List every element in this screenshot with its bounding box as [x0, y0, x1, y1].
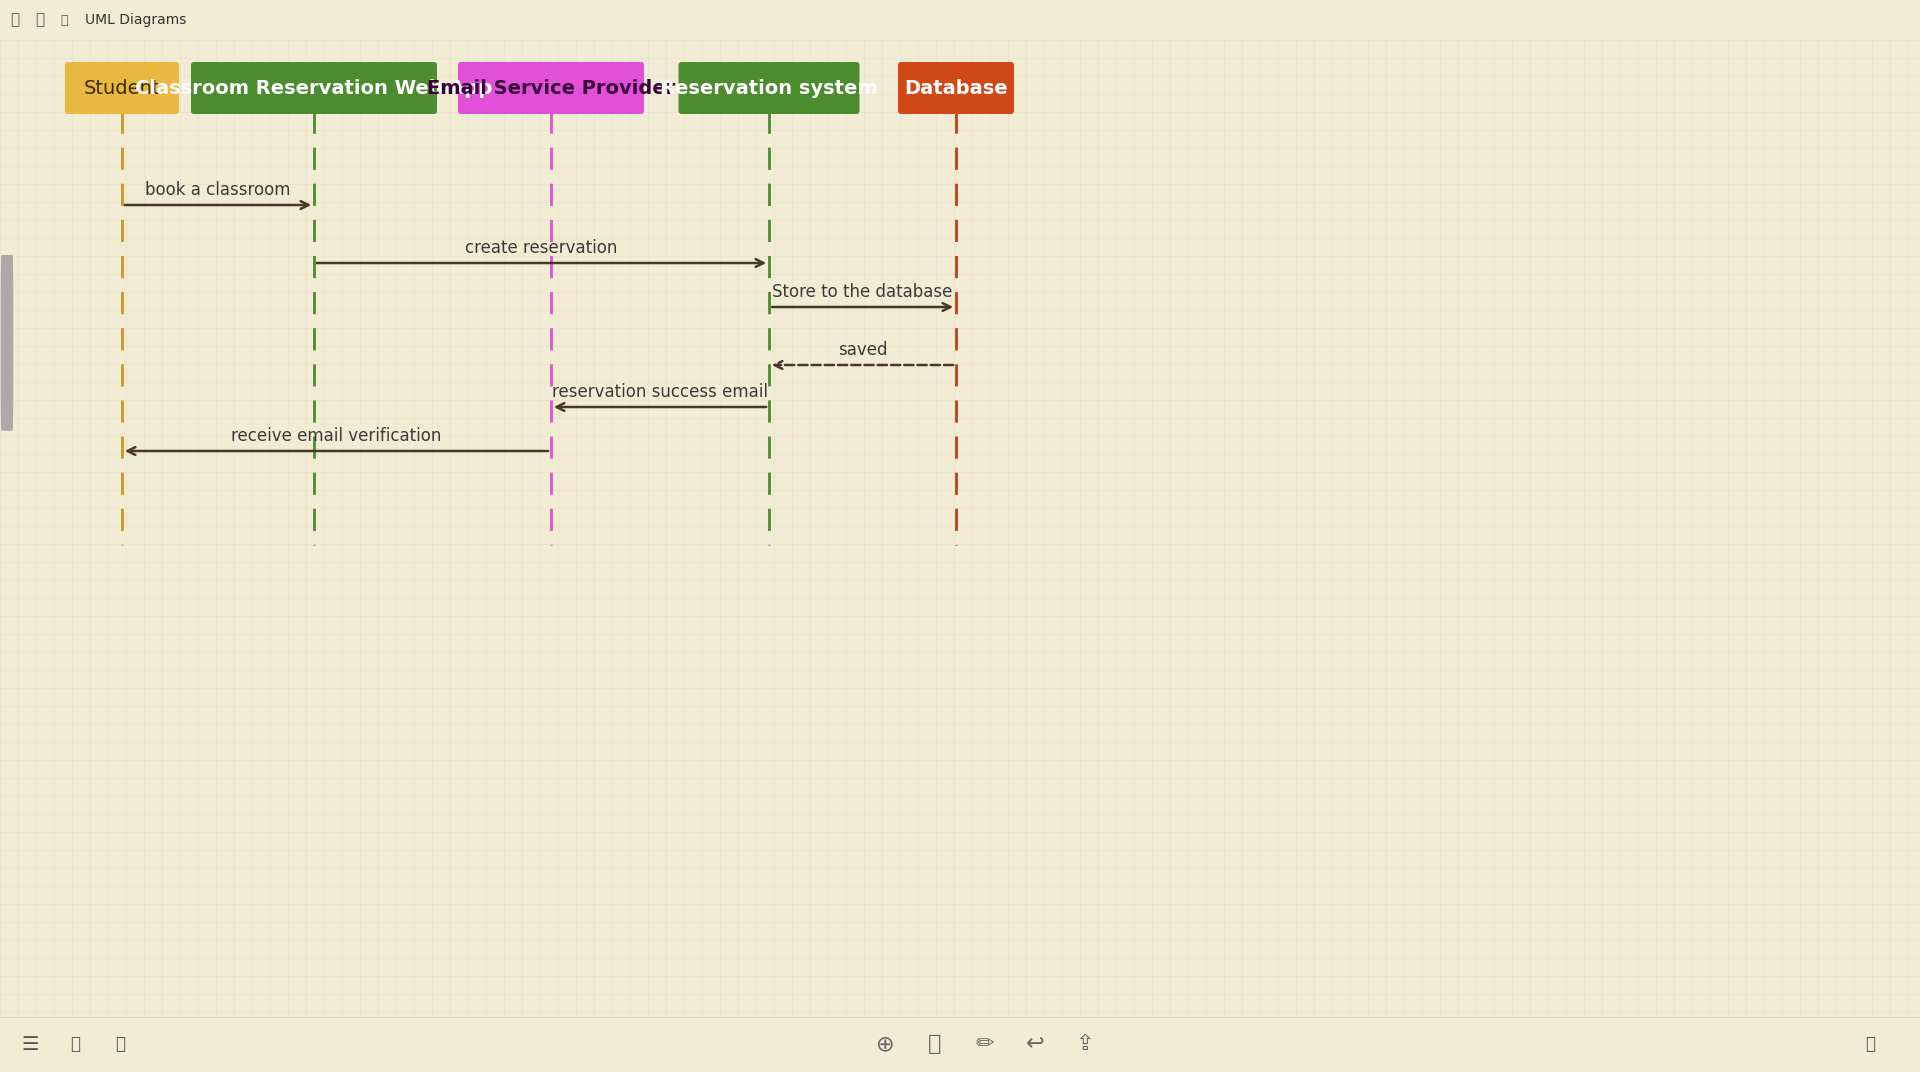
FancyBboxPatch shape	[190, 62, 438, 114]
Text: ✋: ✋	[927, 1034, 941, 1055]
FancyBboxPatch shape	[65, 62, 179, 114]
Text: ⬛: ⬛	[60, 14, 67, 27]
FancyBboxPatch shape	[678, 62, 860, 114]
Text: Database: Database	[904, 78, 1008, 98]
Text: saved: saved	[837, 341, 887, 359]
Text: ⊕: ⊕	[876, 1034, 895, 1055]
FancyBboxPatch shape	[459, 62, 643, 114]
Text: Classroom Reservation Web App: Classroom Reservation Web App	[136, 78, 493, 98]
Text: book a classroom: book a classroom	[146, 181, 290, 199]
Text: 💬: 💬	[1864, 1036, 1876, 1054]
Text: create reservation: create reservation	[465, 239, 618, 257]
Text: reservation success email: reservation success email	[553, 383, 768, 401]
Text: 💬: 💬	[115, 1036, 125, 1054]
Text: ⬜: ⬜	[35, 13, 44, 28]
Text: ⬜: ⬜	[10, 13, 19, 28]
Text: Email Service Provider: Email Service Provider	[426, 78, 676, 98]
Text: Student: Student	[84, 78, 159, 98]
FancyBboxPatch shape	[899, 62, 1014, 114]
Text: ↩: ↩	[1025, 1034, 1044, 1055]
Text: UML Diagrams: UML Diagrams	[84, 13, 186, 27]
Text: ⬜: ⬜	[69, 1036, 81, 1054]
Text: ✏: ✏	[975, 1034, 995, 1055]
FancyBboxPatch shape	[0, 255, 13, 431]
Text: ☰: ☰	[21, 1034, 38, 1054]
Text: Store to the database: Store to the database	[772, 283, 952, 301]
Text: Reservation system: Reservation system	[660, 78, 877, 98]
Text: receive email verification: receive email verification	[230, 427, 442, 445]
Text: ⇪: ⇪	[1075, 1034, 1094, 1055]
